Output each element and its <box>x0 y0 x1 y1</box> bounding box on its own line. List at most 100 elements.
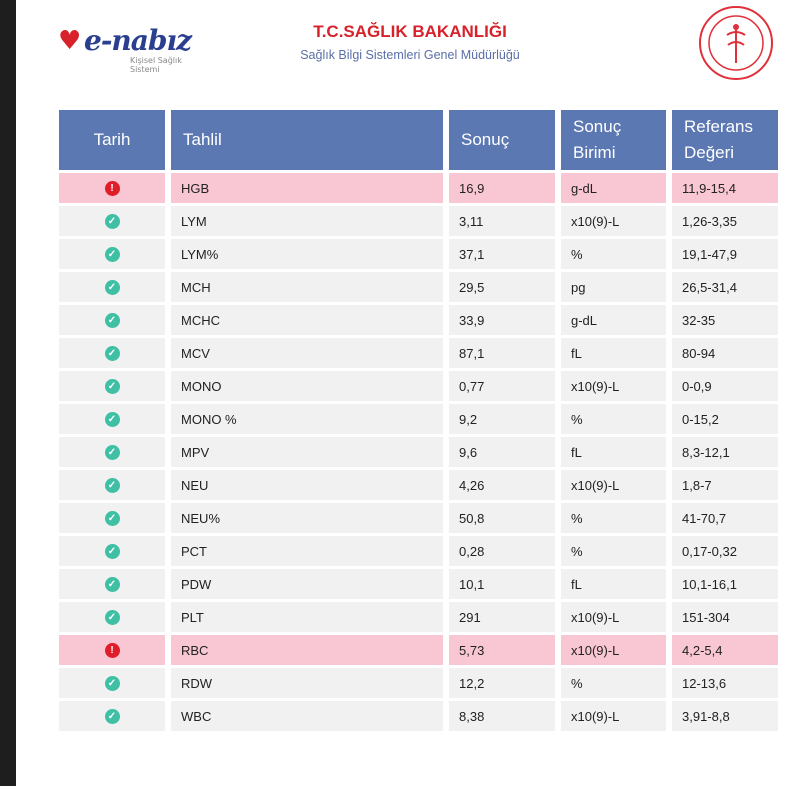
reference-range: 32-35 <box>672 305 778 335</box>
result-value: 5,73 <box>449 635 555 665</box>
heart-icon: ♥ <box>58 26 82 56</box>
test-name: RBC <box>171 635 443 665</box>
page-title: T.C.SAĞLIK BAKANLIĞI <box>313 22 507 41</box>
result-value: 87,1 <box>449 338 555 368</box>
status-cell: ✓ <box>59 272 165 302</box>
status-cell: ✓ <box>59 569 165 599</box>
result-value: 16,9 <box>449 173 555 203</box>
reference-range: 11,9-15,4 <box>672 173 778 203</box>
result-value: 33,9 <box>449 305 555 335</box>
status-cell: ✓ <box>59 338 165 368</box>
result-unit: % <box>561 404 666 434</box>
lab-results-table: Tarih Tahlil Sonuç Sonuç Birimi Referans D… <box>53 107 784 734</box>
reference-range: 26,5-31,4 <box>672 272 778 302</box>
status-cell: ✓ <box>59 404 165 434</box>
result-unit: g-dL <box>561 305 666 335</box>
status-cell: ✓ <box>59 668 165 698</box>
table-row: ✓ MCH 29,5 pg 26,5-31,4 <box>59 272 778 302</box>
status-cell: ✓ <box>59 503 165 533</box>
result-value: 50,8 <box>449 503 555 533</box>
test-name: MCV <box>171 338 443 368</box>
test-name: PCT <box>171 536 443 566</box>
test-name: LYM <box>171 206 443 236</box>
result-unit: x10(9)-L <box>561 701 666 731</box>
result-unit: x10(9)-L <box>561 635 666 665</box>
ministry-seal-icon <box>699 6 773 80</box>
test-name: NEU <box>171 470 443 500</box>
result-unit: % <box>561 239 666 269</box>
test-name: NEU% <box>171 503 443 533</box>
reference-range: 1,8-7 <box>672 470 778 500</box>
reference-range: 0-15,2 <box>672 404 778 434</box>
test-name: MONO % <box>171 404 443 434</box>
result-unit: fL <box>561 569 666 599</box>
check-icon: ✓ <box>104 445 120 461</box>
column-header-reference: Referans Değeri <box>672 110 778 170</box>
check-icon: ✓ <box>104 478 120 494</box>
reference-range: 0-0,9 <box>672 371 778 401</box>
reference-range: 12-13,6 <box>672 668 778 698</box>
reference-range: 1,26-3,35 <box>672 206 778 236</box>
reference-range: 151-304 <box>672 602 778 632</box>
reference-range: 10,1-16,1 <box>672 569 778 599</box>
table-row: ✓ WBC 8,38 x10(9)-L 3,91-8,8 <box>59 701 778 731</box>
column-header-unit: Sonuç Birimi <box>561 110 666 170</box>
test-name: MONO <box>171 371 443 401</box>
table-row: ✓ PCT 0,28 % 0,17-0,32 <box>59 536 778 566</box>
alert-icon: ! <box>104 643 120 659</box>
table-row: ✓ LYM 3,11 x10(9)-L 1,26-3,35 <box>59 206 778 236</box>
test-name: WBC <box>171 701 443 731</box>
check-icon: ✓ <box>104 412 120 428</box>
column-header-test: Tahlil <box>171 110 443 170</box>
table-row: ✓ MCV 87,1 fL 80-94 <box>59 338 778 368</box>
check-icon: ✓ <box>104 709 120 725</box>
test-name: MPV <box>171 437 443 467</box>
check-icon: ✓ <box>104 247 120 263</box>
result-value: 29,5 <box>449 272 555 302</box>
result-unit: x10(9)-L <box>561 602 666 632</box>
reference-range: 0,17-0,32 <box>672 536 778 566</box>
status-cell: ! <box>59 173 165 203</box>
result-value: 0,77 <box>449 371 555 401</box>
status-cell: ✓ <box>59 470 165 500</box>
reference-range: 4,2-5,4 <box>672 635 778 665</box>
test-name: MCHC <box>171 305 443 335</box>
result-value: 0,28 <box>449 536 555 566</box>
status-cell: ✓ <box>59 437 165 467</box>
test-name: PLT <box>171 602 443 632</box>
column-header-result: Sonuç <box>449 110 555 170</box>
result-unit: fL <box>561 437 666 467</box>
table-row: ✓ LYM% 37,1 % 19,1-47,9 <box>59 239 778 269</box>
test-name: MCH <box>171 272 443 302</box>
result-value: 3,11 <box>449 206 555 236</box>
alert-icon: ! <box>104 181 120 197</box>
status-cell: ✓ <box>59 701 165 731</box>
status-cell: ✓ <box>59 602 165 632</box>
result-value: 10,1 <box>449 569 555 599</box>
check-icon: ✓ <box>104 280 120 296</box>
reference-range: 19,1-47,9 <box>672 239 778 269</box>
test-name: LYM% <box>171 239 443 269</box>
check-icon: ✓ <box>104 544 120 560</box>
status-cell: ✓ <box>59 239 165 269</box>
check-icon: ✓ <box>104 346 120 362</box>
table-row: ✓ NEU% 50,8 % 41-70,7 <box>59 503 778 533</box>
result-value: 4,26 <box>449 470 555 500</box>
logo-brand: e-nabız <box>84 24 192 57</box>
result-unit: % <box>561 503 666 533</box>
check-icon: ✓ <box>104 676 120 692</box>
result-unit: x10(9)-L <box>561 206 666 236</box>
status-cell: ✓ <box>59 305 165 335</box>
check-icon: ✓ <box>104 577 120 593</box>
test-name: HGB <box>171 173 443 203</box>
check-icon: ✓ <box>104 313 120 329</box>
reference-range: 3,91-8,8 <box>672 701 778 731</box>
result-value: 9,6 <box>449 437 555 467</box>
test-name: PDW <box>171 569 443 599</box>
table-row: ✓ NEU 4,26 x10(9)-L 1,8-7 <box>59 470 778 500</box>
reference-range: 80-94 <box>672 338 778 368</box>
page-subtitle: Sağlık Bilgi Sistemleri Genel Müdürlüğü <box>300 48 520 62</box>
table-row: ! HGB 16,9 g-dL 11,9-15,4 <box>59 173 778 203</box>
result-value: 291 <box>449 602 555 632</box>
check-icon: ✓ <box>104 610 120 626</box>
